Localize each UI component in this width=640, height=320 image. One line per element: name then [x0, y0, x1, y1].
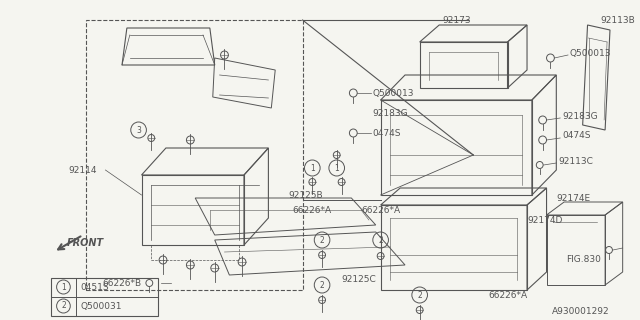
Text: 92174E: 92174E [556, 194, 591, 203]
Text: 1: 1 [334, 164, 339, 172]
Text: 3: 3 [136, 125, 141, 134]
Text: FIG.830: FIG.830 [566, 255, 601, 265]
Text: 2: 2 [378, 236, 383, 244]
Text: 66226*B: 66226*B [102, 278, 141, 287]
Text: 2: 2 [417, 291, 422, 300]
Text: 0474S: 0474S [373, 129, 401, 138]
Text: 92113B: 92113B [600, 15, 635, 25]
Text: 1: 1 [61, 283, 66, 292]
Text: 66226*A: 66226*A [488, 291, 527, 300]
Text: 66226*A: 66226*A [292, 205, 332, 214]
Text: 2: 2 [61, 301, 66, 310]
Text: 2: 2 [320, 281, 324, 290]
Text: 66226*A: 66226*A [361, 205, 400, 214]
Text: 92183G: 92183G [373, 108, 408, 117]
Text: 0474S: 0474S [562, 131, 591, 140]
Text: 92173: 92173 [442, 15, 471, 25]
Text: 92183G: 92183G [562, 111, 598, 121]
Text: Q500013: Q500013 [373, 89, 414, 98]
Text: 92174D: 92174D [527, 215, 563, 225]
Bar [51, 278, 158, 316]
Text: 92113C: 92113C [558, 156, 593, 165]
Text: 92125C: 92125C [342, 276, 376, 284]
Text: 1: 1 [310, 164, 315, 172]
Text: 2: 2 [320, 236, 324, 244]
Text: 92114: 92114 [68, 165, 97, 174]
Text: Q500031: Q500031 [80, 301, 122, 310]
Text: A930001292: A930001292 [552, 308, 610, 316]
Text: 0451S: 0451S [80, 283, 109, 292]
Text: Q500013: Q500013 [570, 49, 611, 58]
Text: 92125B: 92125B [288, 190, 323, 199]
Text: FRONT: FRONT [67, 238, 104, 248]
